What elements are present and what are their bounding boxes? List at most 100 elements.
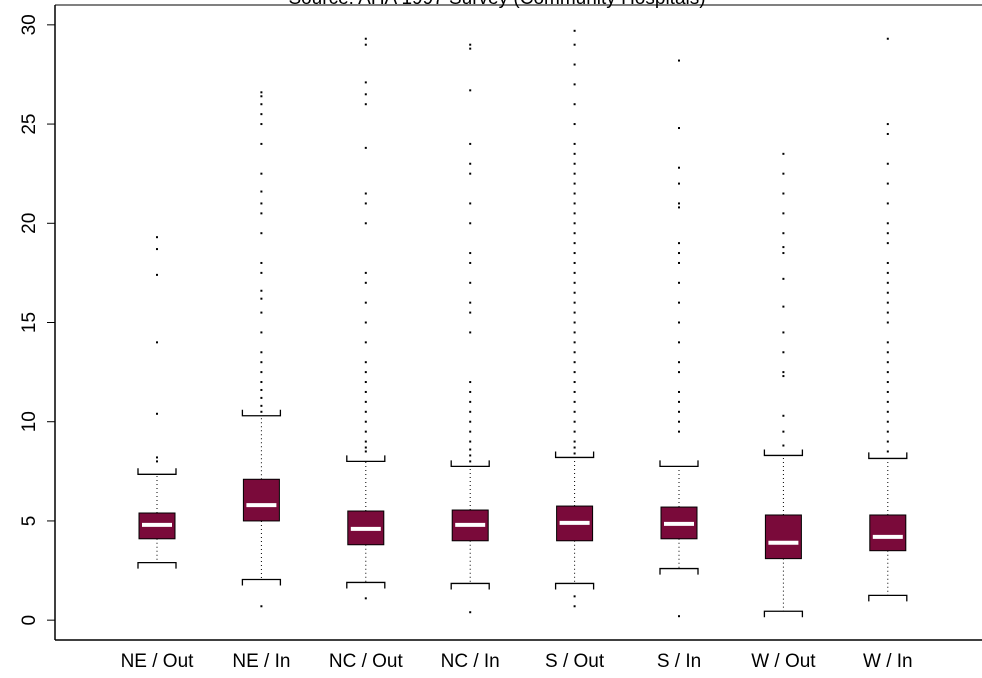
outlier xyxy=(260,388,263,391)
whisker-cap xyxy=(554,582,595,590)
outlier xyxy=(573,321,576,324)
outlier xyxy=(573,43,576,46)
outlier xyxy=(678,182,680,185)
outlier xyxy=(678,341,680,344)
box xyxy=(764,514,802,560)
x-tick-label: W / Out xyxy=(751,651,816,672)
outlier xyxy=(260,103,263,106)
outlier xyxy=(364,281,367,284)
outlier xyxy=(886,301,889,304)
outlier xyxy=(469,430,472,433)
y-tick-label: 25 xyxy=(19,113,40,134)
outlier xyxy=(260,113,263,116)
outlier xyxy=(260,404,263,407)
outlier xyxy=(469,252,472,255)
whisker-cap xyxy=(241,578,282,586)
outlier xyxy=(573,63,576,66)
outlier xyxy=(364,202,367,205)
outlier xyxy=(573,281,576,284)
box xyxy=(242,478,280,522)
outlier xyxy=(260,297,263,300)
outlier xyxy=(469,89,472,92)
outlier xyxy=(364,192,367,195)
outlier xyxy=(469,410,472,413)
box xyxy=(869,514,907,552)
outlier xyxy=(573,103,576,106)
whisker-cap xyxy=(554,451,595,459)
outlier xyxy=(573,261,576,264)
outlier xyxy=(678,615,680,618)
outlier xyxy=(469,381,472,384)
outlier xyxy=(886,361,889,364)
outlier xyxy=(782,331,785,334)
outlier xyxy=(782,305,785,308)
outlier xyxy=(364,37,367,40)
outlier xyxy=(573,232,576,235)
outlier xyxy=(156,412,158,415)
outlier xyxy=(573,410,576,413)
outlier xyxy=(573,271,576,274)
outlier xyxy=(469,420,472,423)
outlier xyxy=(886,182,889,185)
outlier xyxy=(260,371,263,374)
outlier xyxy=(573,595,576,598)
outlier xyxy=(573,162,576,165)
outlier xyxy=(782,192,785,195)
outlier xyxy=(886,420,889,423)
outlier xyxy=(260,331,263,334)
outlier xyxy=(364,430,367,433)
outlier xyxy=(782,430,785,433)
outlier xyxy=(364,341,367,344)
outlier xyxy=(260,410,263,413)
outlier xyxy=(573,440,576,443)
y-tick-label: 10 xyxy=(19,411,40,432)
outlier xyxy=(260,271,263,274)
outlier xyxy=(260,605,263,608)
y-tick-label: 20 xyxy=(19,213,40,234)
outlier xyxy=(573,291,576,294)
whisker-cap xyxy=(868,594,908,602)
outlier xyxy=(573,252,576,255)
outlier xyxy=(364,400,367,403)
outlier xyxy=(573,152,576,155)
outlier xyxy=(260,91,263,94)
outlier xyxy=(573,242,576,245)
outlier xyxy=(782,172,785,175)
outlier xyxy=(573,192,576,195)
outlier xyxy=(782,371,785,374)
whisker-cap xyxy=(868,452,908,460)
outlier xyxy=(678,59,680,62)
outlier xyxy=(573,351,576,354)
outlier xyxy=(364,450,367,453)
outlier xyxy=(782,351,785,354)
outlier xyxy=(364,43,367,46)
outlier xyxy=(469,142,472,145)
outlier xyxy=(469,448,472,451)
outlier xyxy=(886,400,889,403)
x-tick-label: NE / In xyxy=(232,651,290,672)
outlier xyxy=(678,321,680,324)
outlier xyxy=(886,271,889,274)
outlier xyxy=(886,291,889,294)
outlier xyxy=(573,605,576,608)
x-tick-label: NE / Out xyxy=(121,651,195,672)
outlier xyxy=(156,341,158,344)
outlier xyxy=(260,172,263,175)
outlier xyxy=(886,390,889,393)
outlier xyxy=(678,127,680,130)
outlier xyxy=(678,371,680,374)
outlier xyxy=(469,454,472,457)
outlier xyxy=(886,232,889,235)
outlier xyxy=(469,172,472,175)
outlier xyxy=(886,132,889,135)
outlier xyxy=(678,400,680,403)
outlier xyxy=(886,281,889,284)
whisker-cap xyxy=(659,460,699,468)
outlier xyxy=(469,162,472,165)
outlier xyxy=(886,381,889,384)
x-tick-label: W / In xyxy=(863,651,913,672)
outlier xyxy=(573,301,576,304)
outlier xyxy=(364,410,367,413)
outlier xyxy=(886,123,889,126)
outlier xyxy=(573,212,576,215)
